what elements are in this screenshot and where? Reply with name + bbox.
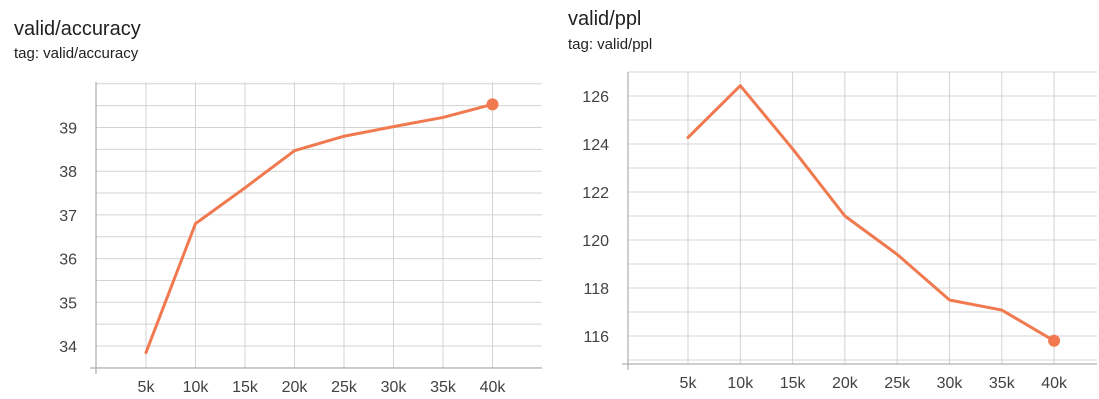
data-point [896, 253, 899, 256]
y-tick-label: 122 [582, 185, 609, 202]
y-tick-label: 39 [59, 121, 77, 138]
data-point [244, 186, 247, 189]
chart-tag: tag: valid/ppl [568, 36, 653, 53]
y-tick-label: 126 [582, 89, 609, 106]
data-point [442, 116, 445, 119]
y-tick-label: 35 [59, 295, 77, 312]
data-point [791, 147, 794, 150]
x-tick-label: 30k [937, 375, 964, 392]
data-point [343, 135, 346, 138]
data-point [1000, 309, 1003, 312]
y-tick-label: 37 [59, 208, 77, 225]
x-tick-label: 5k [680, 375, 698, 392]
x-tick-label: 35k [430, 379, 457, 396]
chart-title: valid/ppl [568, 8, 642, 30]
x-tick-label: 10k [183, 379, 210, 396]
chart-tag: tag: valid/accuracy [14, 45, 139, 62]
x-tick-label: 30k [381, 379, 408, 396]
y-tick-label: 116 [583, 329, 609, 346]
x-tick-label: 20k [832, 375, 859, 392]
accuracy-chart: 34 35 36 37 38 39 5k 10k 15k 20k 25k 30k 35k 40k [59, 82, 542, 396]
y-tick-label: 38 [59, 164, 77, 181]
y-tick-label: 124 [582, 137, 609, 154]
x-tick-label: 40k [480, 379, 507, 396]
last-point-marker [1048, 334, 1061, 347]
x-tick-label: 40k [1041, 375, 1068, 392]
x-tick-label: 20k [282, 379, 309, 396]
data-point [194, 222, 197, 225]
series-line [686, 84, 1056, 343]
x-tick-label: 15k [780, 375, 807, 392]
last-point-marker [486, 98, 499, 111]
data-point [948, 299, 951, 302]
ppl-panel: valid/ppl tag: valid/ppl 116 118 120 122 124… [553, 0, 1099, 399]
data-point [739, 84, 742, 87]
data-point [293, 149, 296, 152]
chart-title: valid/accuracy [14, 18, 141, 40]
y-tick-label: 36 [59, 252, 77, 269]
x-tick-label: 15k [232, 379, 259, 396]
data-point [843, 215, 846, 218]
x-tick-label: 35k [989, 375, 1016, 392]
data-point [392, 125, 395, 128]
ppl-chart: 116 118 120 122 124 126 5k 10k 15k 20k 25k 30k 35k 40… [582, 71, 1097, 392]
y-tick-label: 34 [59, 339, 77, 356]
accuracy-panel: valid/accuracy tag: valid/accuracy 34 35 3… [0, 0, 545, 399]
x-tick-label: 10k [727, 375, 754, 392]
data-point [145, 351, 148, 354]
series-line [144, 102, 494, 355]
y-tick-label: 118 [583, 281, 609, 298]
y-tick-label: 120 [582, 233, 609, 250]
data-point [687, 136, 690, 139]
x-tick-label: 25k [331, 379, 358, 396]
x-tick-label: 25k [884, 375, 911, 392]
x-tick-label: 5k [138, 379, 156, 396]
